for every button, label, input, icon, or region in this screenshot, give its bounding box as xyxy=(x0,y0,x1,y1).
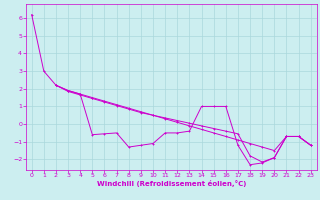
X-axis label: Windchill (Refroidissement éolien,°C): Windchill (Refroidissement éolien,°C) xyxy=(97,180,246,187)
